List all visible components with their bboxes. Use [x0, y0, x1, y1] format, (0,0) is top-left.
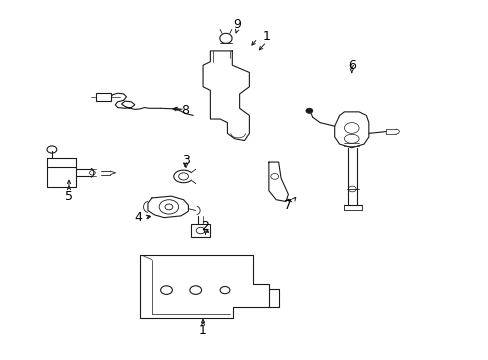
Text: 2: 2 [201, 220, 209, 233]
Polygon shape [140, 255, 268, 318]
Bar [96, 93, 111, 101]
Text: 1: 1 [262, 30, 270, 43]
Text: 8: 8 [181, 104, 189, 117]
Text: 9: 9 [233, 18, 241, 31]
Bar [47, 167, 76, 187]
Text: 5: 5 [65, 190, 73, 203]
Polygon shape [268, 162, 288, 202]
Text: 3: 3 [182, 154, 189, 167]
Text: 7: 7 [284, 199, 292, 212]
Text: 6: 6 [347, 59, 355, 72]
Polygon shape [334, 112, 368, 148]
Bar [190, 224, 210, 237]
Polygon shape [148, 196, 188, 218]
Circle shape [305, 108, 312, 113]
Polygon shape [203, 51, 249, 140]
Text: 4: 4 [134, 211, 142, 224]
Text: 1: 1 [199, 324, 206, 337]
